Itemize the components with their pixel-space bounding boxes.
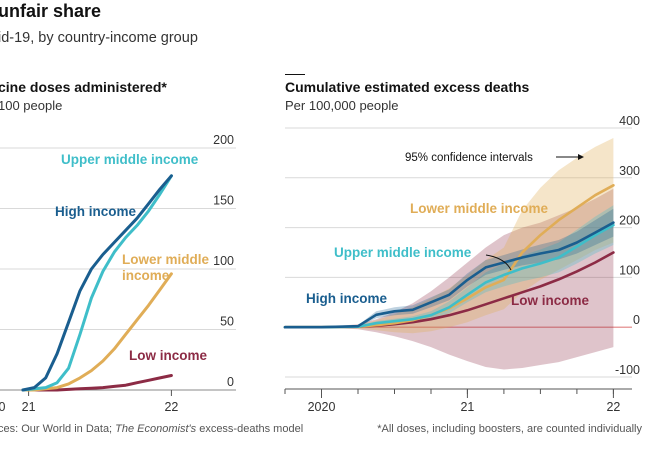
deaths-y-tick: 300 (619, 164, 640, 178)
deaths-label-high-income: High income (306, 291, 387, 306)
vaccine-label-upper-middle-income: Upper middle income (61, 152, 199, 167)
deaths-line-upper-middle-income (283, 223, 615, 329)
source-part-1: ces: Our World in Data; (0, 423, 116, 435)
vaccine-panel-title: cine doses administered* (0, 79, 167, 95)
vaccine-line-high-income (21, 174, 173, 392)
ci-annotation-arrow (578, 154, 584, 160)
vaccine-x-tick: 21 (22, 400, 36, 414)
deaths-panel-subtitle: Per 100,000 people (285, 98, 399, 113)
upper-middle-leader (485, 254, 512, 271)
deaths-panel-title: Cumulative estimated excess deaths (285, 79, 530, 95)
vaccine-y-tick: 150 (213, 194, 234, 208)
deaths-y-tick: 400 (619, 114, 640, 128)
deaths-ci-band-lower-middle-income (285, 138, 614, 334)
deaths-line-lower-middle-income (283, 184, 615, 329)
deaths-x-tick: 21 (460, 400, 474, 414)
source-part-2: The Economist's (115, 423, 197, 435)
vaccine-x-tick-partial: 0 (0, 400, 6, 414)
deaths-label-low-income: Low income (511, 293, 589, 308)
footnote: *All doses, including boosters, are coun… (377, 423, 642, 435)
source-note: ces: Our World in Data; The Economist's … (0, 423, 303, 435)
deaths-panel-rule (285, 74, 305, 75)
deaths-x-tick: 2020 (308, 400, 336, 414)
vaccine-panel-subtitle: 100 people (0, 98, 63, 113)
vaccine-label-high-income: High income (55, 204, 136, 219)
ci-annotation: 95% confidence intervals (405, 152, 533, 164)
deaths-y-tick: -100 (615, 363, 640, 377)
deaths-x-tick: 22 (606, 400, 620, 414)
vaccine-label-lower-middle-income: income (122, 268, 170, 283)
vaccine-label-lower-middle-income: Lower middle (122, 252, 210, 267)
chart-subtitle: id-19, by country-income group (0, 30, 198, 46)
vaccine-y-tick: 200 (213, 133, 234, 147)
vaccine-label-low-income: Low income (129, 348, 207, 363)
deaths-ci-band-upper-middle-income (285, 205, 614, 328)
chart-title: unfair share (0, 1, 102, 21)
deaths-y-tick: 0 (633, 313, 640, 327)
deaths-label-lower-middle-income: Lower middle income (410, 201, 549, 216)
vaccine-y-tick: 0 (227, 375, 234, 389)
vaccine-y-tick: 50 (220, 315, 234, 329)
vaccine-line-upper-middle-income (21, 174, 173, 392)
vaccine-y-tick: 100 (213, 254, 234, 268)
deaths-y-tick: 100 (619, 263, 640, 277)
deaths-line-high-income (283, 221, 615, 329)
vaccine-line-lower-middle-income (21, 272, 173, 392)
deaths-y-tick: 200 (619, 214, 640, 228)
deaths-label-upper-middle-income: Upper middle income (334, 245, 472, 260)
vaccine-x-tick: 22 (164, 400, 178, 414)
source-part-3: excess-deaths model (196, 423, 304, 435)
